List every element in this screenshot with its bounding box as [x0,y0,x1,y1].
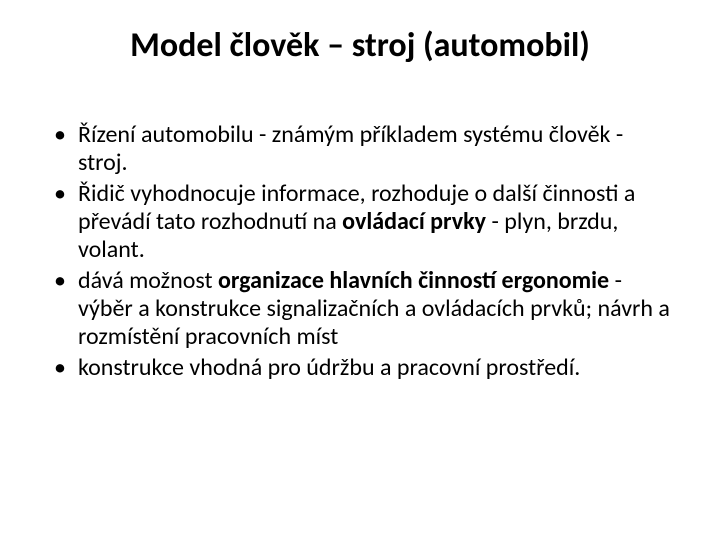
list-item: Řidič vyhodnocuje informace, rozhoduje o… [50,180,670,265]
text-segment: Řízení automobilu - známým příkladem sys… [78,120,623,177]
list-item: Řízení automobilu - známým příkladem sys… [50,121,670,178]
text-segment: dává možnost [78,266,218,295]
list-item: dává možnost organizace hlavních činnost… [50,267,670,352]
text-segment: konstrukce vhodná pro údržbu a pracovní … [78,353,580,382]
list-item: konstrukce vhodná pro údržbu a pracovní … [50,354,670,382]
text-segment: ovládací prvky [342,207,486,236]
bullet-list: Řízení automobilu - známým příkladem sys… [50,121,670,382]
slide-title: Model člověk – stroj (automobil) [50,25,670,66]
text-segment: organizace hlavních činností ergonomie [218,266,609,295]
